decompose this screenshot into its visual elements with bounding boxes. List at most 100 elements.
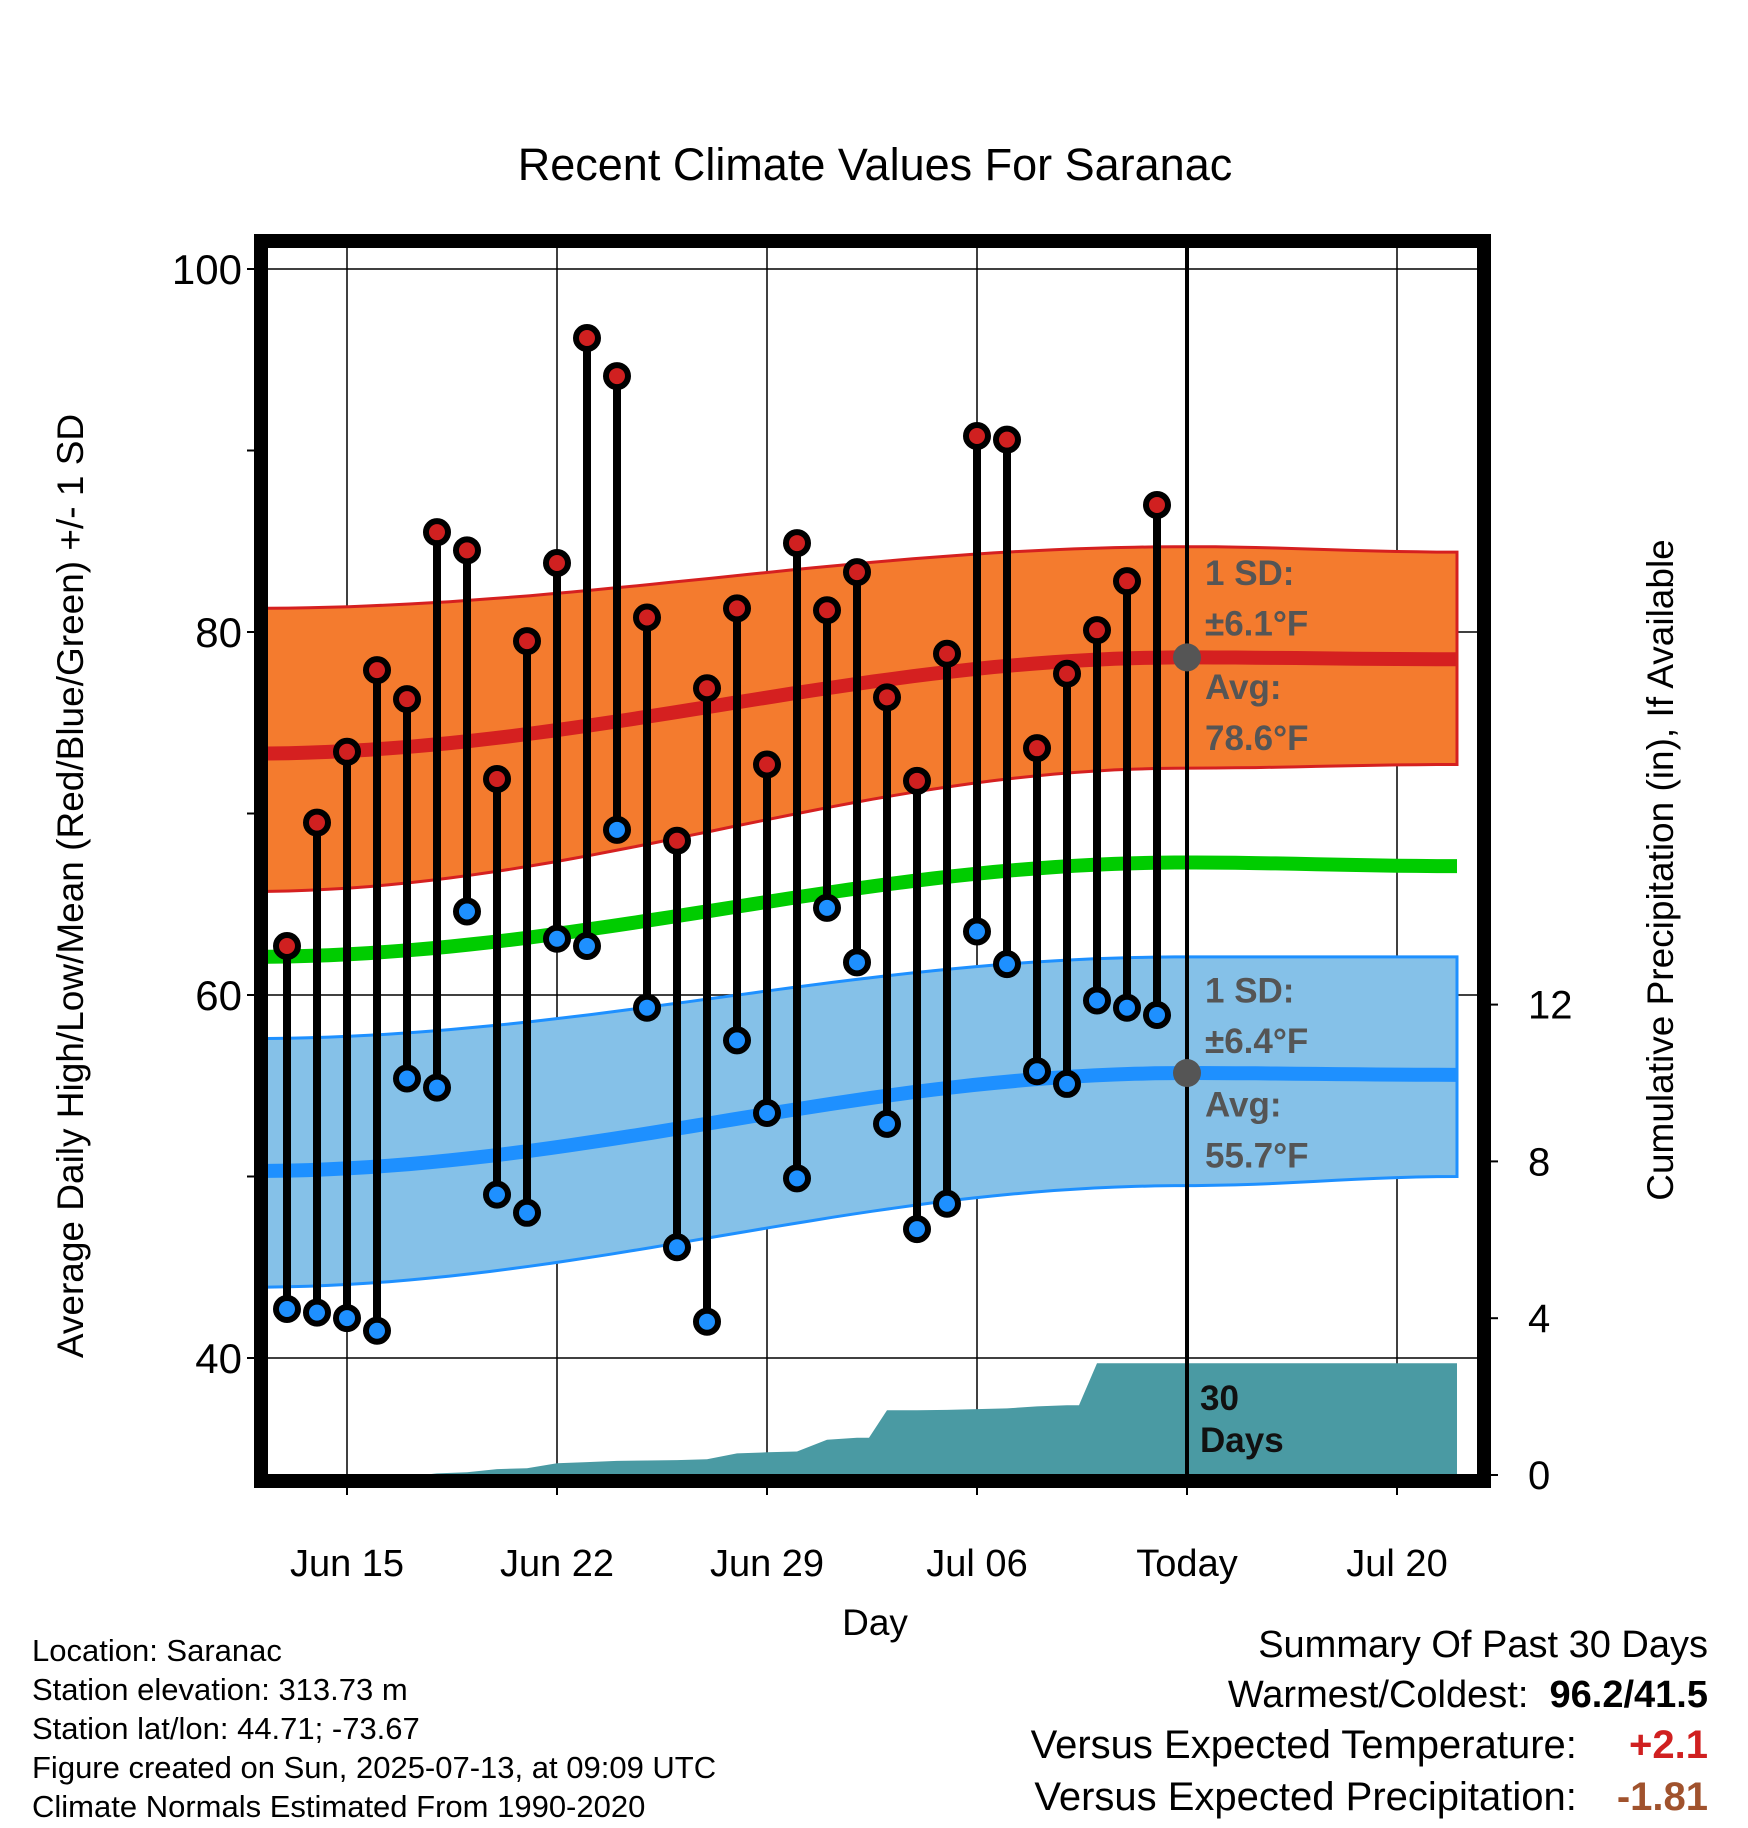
summary-warm-cold-label: Warmest/Coldest:: [1227, 1674, 1529, 1716]
summary-warm-cold-value: 96.2/41.5: [1549, 1674, 1708, 1716]
daily-high-point: [423, 518, 451, 547]
daily-low-point: [753, 1098, 781, 1127]
low-avg-label: Avg:: [1205, 1086, 1281, 1125]
summary-temp: Versus Expected Temperature: +2.1: [1031, 1722, 1708, 1768]
y2-tick-label: 8: [1528, 1140, 1550, 1184]
daily-high-point: [603, 362, 631, 391]
daily-low-point: [963, 917, 991, 946]
summary-temp-value: +2.1: [1629, 1723, 1708, 1767]
daily-low-point: [333, 1304, 361, 1333]
low-sd-value: ±6.4°F: [1205, 1022, 1308, 1061]
daily-low-point: [723, 1026, 751, 1055]
high-avg-value: 78.6°F: [1205, 719, 1309, 758]
x-tick-label: Jun 29: [710, 1543, 824, 1585]
daily-high-point: [543, 549, 571, 578]
daily-high-point: [393, 685, 421, 714]
x-tick-label: Jun 15: [290, 1543, 404, 1585]
daily-low-point: [1113, 993, 1141, 1022]
precipitation-area: [267, 1363, 1457, 1475]
daily-high-point: [1083, 616, 1111, 645]
daily-low-point: [1083, 986, 1111, 1015]
high-avg-label: Avg:: [1205, 668, 1281, 707]
daily-high-point: [633, 603, 661, 632]
daily-high-point: [483, 765, 511, 794]
daily-high-point: [993, 425, 1021, 454]
daily-high-point: [1023, 734, 1051, 763]
footer-created: Figure created on Sun, 2025-07-13, at 09…: [32, 1750, 717, 1785]
daily-high-point: [843, 558, 871, 587]
daily-low-point: [663, 1233, 691, 1262]
daily-low-point: [573, 931, 601, 960]
daily-low-point: [1023, 1057, 1051, 1086]
daily-high-point: [1143, 490, 1171, 519]
daily-high-point: [1113, 567, 1141, 596]
daily-high-point: [963, 421, 991, 450]
daily-high-point: [693, 674, 721, 703]
daily-high-point: [303, 808, 331, 837]
daily-low-point: [783, 1164, 811, 1193]
summary-temp-label: Versus Expected Temperature:: [1030, 1723, 1577, 1767]
daily-low-point: [933, 1189, 961, 1218]
footer-latlon: Station lat/lon: 44.71; -73.67: [32, 1711, 420, 1746]
x-tick-label: Jul 20: [1346, 1543, 1447, 1585]
daily-low-point: [843, 948, 871, 977]
daily-high-point: [783, 529, 811, 558]
y-tick-label: 40: [195, 1335, 242, 1382]
daily-high-point: [1053, 659, 1081, 688]
y-axis-label-left: Average Daily High/Low/Mean (Red/Blue/Gr…: [50, 414, 91, 1358]
avg-high-line: [267, 650, 1457, 761]
x-tick-label: Jun 22: [500, 1543, 614, 1585]
y-axis-label-right: Cumulative Precipitation (in), If Availa…: [1640, 539, 1681, 1201]
daily-low-point: [393, 1064, 421, 1093]
daily-low-point: [873, 1109, 901, 1138]
daily-high-point: [333, 737, 361, 766]
daily-low-point: [273, 1294, 301, 1323]
chart-title: Recent Climate Values For Saranac: [518, 139, 1233, 190]
daily-high-point: [663, 826, 691, 855]
daily-low-point: [1143, 1000, 1171, 1029]
plot-frame: [254, 234, 1491, 1488]
daily-high-point: [453, 536, 481, 565]
summary-precip-value: -1.81: [1616, 1775, 1708, 1819]
daily-low-point: [363, 1316, 391, 1345]
summary-precip-label: Versus Expected Precipitation:: [1034, 1775, 1577, 1819]
high-sd-label: 1 SD:: [1205, 554, 1294, 593]
low-sd-label: 1 SD:: [1205, 971, 1294, 1010]
daily-high-point: [903, 766, 931, 795]
high-sd-value: ±6.1°F: [1205, 605, 1308, 644]
y2-tick-label: 12: [1528, 984, 1573, 1028]
footer-location: Location: Saranac: [32, 1633, 282, 1668]
plot-content: 1 SD: ±6.1°F Avg: 78.6°F 1 SD: ±6.4°F Avg: 55.7…: [267, 247, 1478, 1475]
daily-low-point: [453, 897, 481, 926]
low-avg-value: 55.7°F: [1205, 1136, 1309, 1175]
daily-high-point: [753, 750, 781, 779]
x-tick-label: Jul 06: [926, 1543, 1027, 1585]
daily-low-point: [303, 1298, 331, 1327]
x-axis-label: Day: [842, 1602, 908, 1643]
daily-low-point: [423, 1073, 451, 1102]
daily-high-point: [723, 594, 751, 623]
daily-high-point: [933, 639, 961, 668]
y2-tick-label: 4: [1528, 1297, 1550, 1341]
today-window-label: 30: [1200, 1379, 1239, 1418]
avg-mean-line: [267, 855, 1457, 964]
daily-low-point: [483, 1180, 511, 1209]
daily-low-point: [543, 924, 571, 953]
daily-high-point: [813, 596, 841, 625]
footer-elevation: Station elevation: 313.73 m: [32, 1672, 408, 1707]
daily-low-point: [813, 893, 841, 922]
summary-warm-cold: Warmest/Coldest: 96.2/41.5: [1228, 1672, 1708, 1718]
avg-low-line: [267, 1065, 1458, 1178]
daily-low-point: [693, 1307, 721, 1336]
y2-tick-label: 0: [1528, 1454, 1550, 1498]
daily-low-point: [603, 815, 631, 844]
daily-high-point: [273, 931, 301, 960]
daily-high-point: [573, 323, 601, 352]
y-tick-label: 60: [195, 972, 242, 1019]
today-window-label: Days: [1200, 1421, 1284, 1460]
daily-low-point: [993, 950, 1021, 979]
today-avg-high-marker: [1173, 643, 1201, 672]
daily-high-point: [513, 627, 541, 656]
x-tick-label: Today: [1136, 1543, 1237, 1585]
